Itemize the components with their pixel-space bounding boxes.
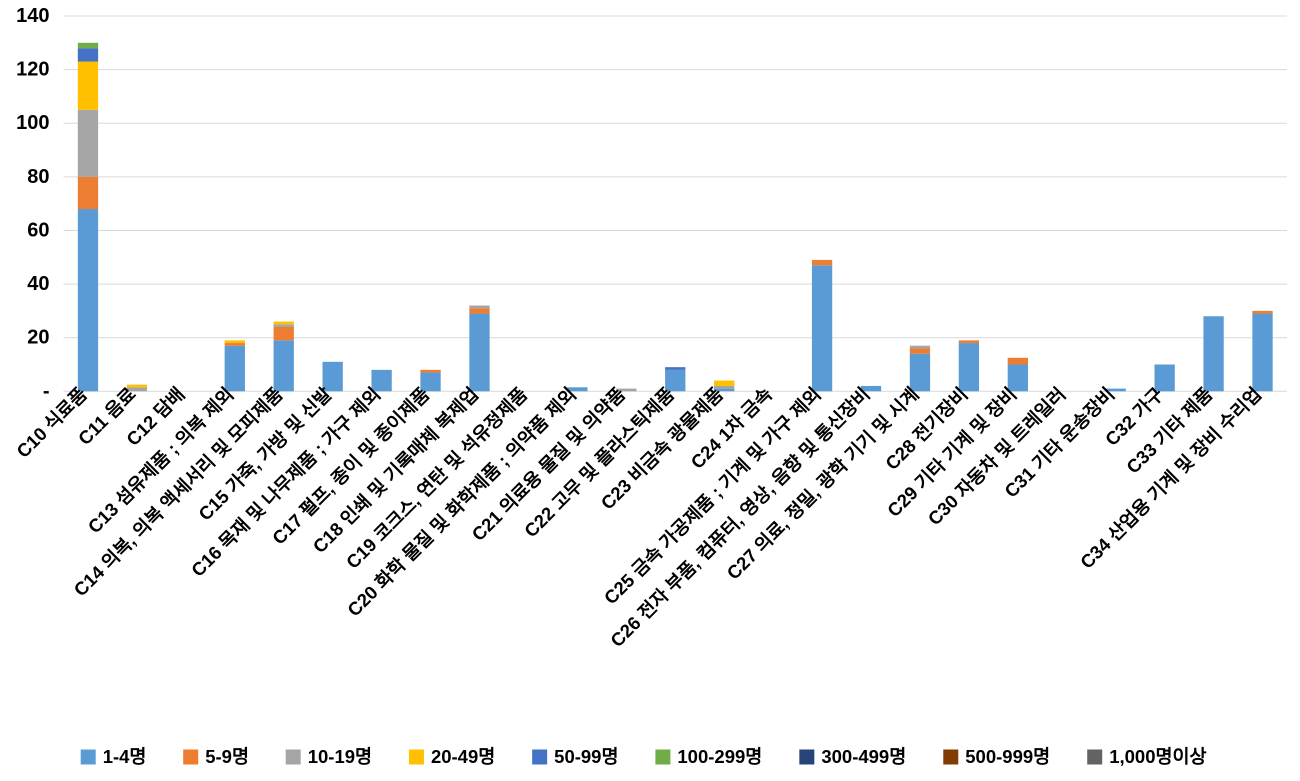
svg-text:100-299명: 100-299명 bbox=[677, 746, 762, 767]
svg-text:20: 20 bbox=[27, 327, 49, 349]
svg-text:1,000명이상: 1,000명이상 bbox=[1109, 746, 1206, 767]
svg-text:80: 80 bbox=[27, 166, 49, 188]
svg-text:C10 식료품: C10 식료품 bbox=[12, 383, 91, 462]
svg-text:500-999명: 500-999명 bbox=[965, 746, 1050, 767]
svg-text:-: - bbox=[43, 380, 50, 402]
svg-text:120: 120 bbox=[16, 59, 49, 81]
svg-text:60: 60 bbox=[27, 219, 49, 241]
svg-text:1-4명: 1-4명 bbox=[103, 746, 147, 767]
svg-text:50-99명: 50-99명 bbox=[554, 746, 618, 767]
svg-text:100: 100 bbox=[16, 112, 49, 134]
svg-text:300-499명: 300-499명 bbox=[821, 746, 906, 767]
svg-text:5-9명: 5-9명 bbox=[205, 746, 249, 767]
svg-text:10-19명: 10-19명 bbox=[308, 746, 372, 767]
svg-text:20-49명: 20-49명 bbox=[431, 746, 495, 767]
svg-text:140: 140 bbox=[16, 5, 49, 27]
svg-text:40: 40 bbox=[27, 273, 49, 295]
